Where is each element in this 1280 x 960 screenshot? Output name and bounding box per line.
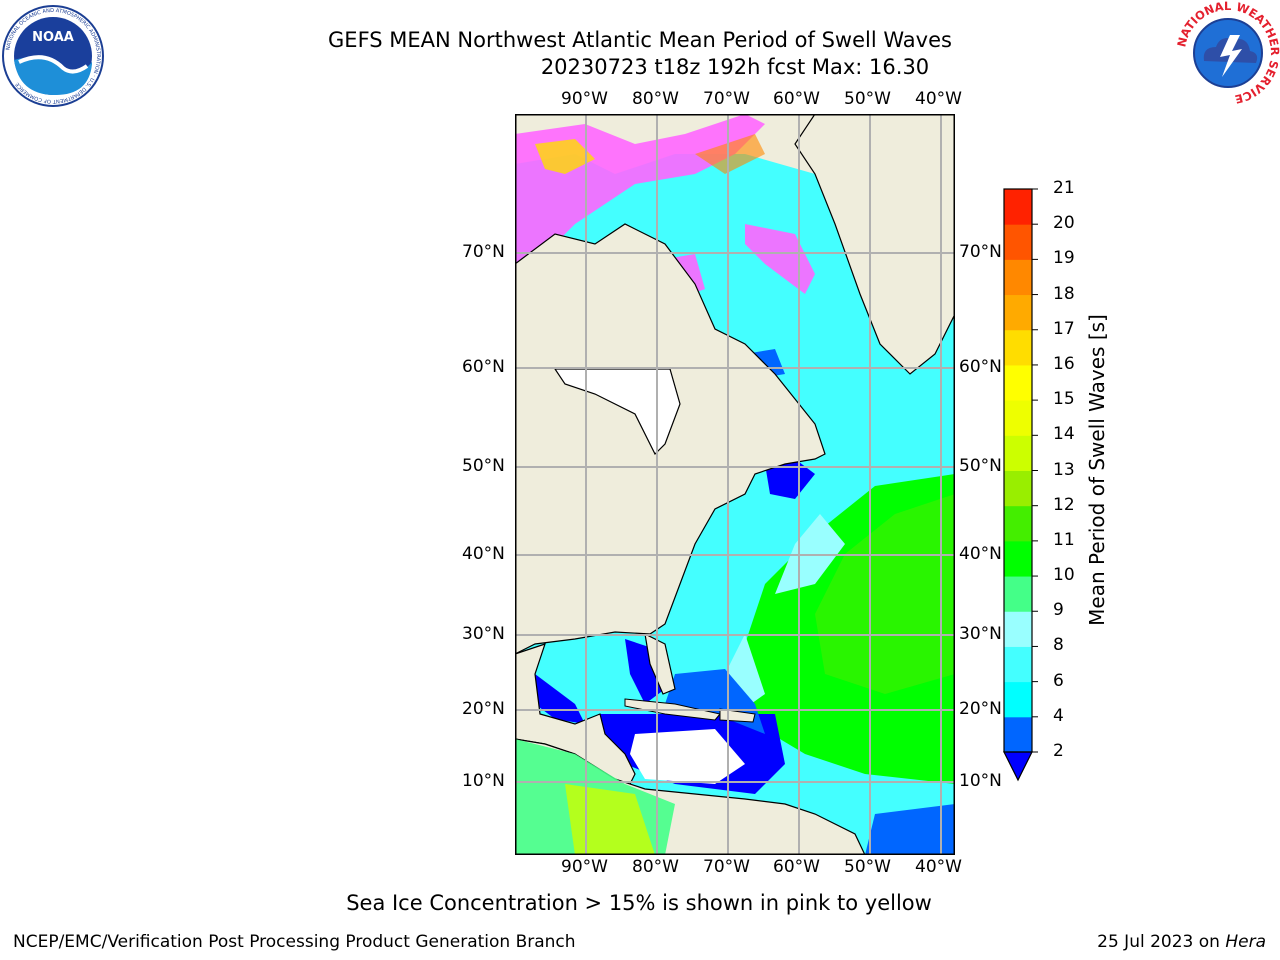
colorbar-segment <box>1004 189 1032 225</box>
colorbar-segment <box>1004 470 1032 507</box>
colorbar-tick-label: 8 <box>1053 635 1064 656</box>
lat-label-right: 70°N <box>959 242 1002 262</box>
date-text: 25 Jul 2023 on <box>1097 932 1226 952</box>
colorbar-tick-label: 2 <box>1053 741 1064 761</box>
colorbar-tick-label: 14 <box>1053 424 1075 445</box>
map-title: GEFS MEAN Northwest Atlantic Mean Period… <box>328 28 952 52</box>
colorbar-segment <box>1004 576 1032 612</box>
colorbar-segment <box>1004 646 1032 683</box>
lon-label-top: 60°W <box>773 89 820 109</box>
colorbar-tick-label: 4 <box>1053 705 1064 726</box>
lat-label-left: 30°N <box>462 624 505 644</box>
lat-label-right: 10°N <box>959 771 1002 791</box>
colorbar-tick-label: 10 <box>1053 565 1075 586</box>
lon-label-bottom: 60°W <box>773 857 820 877</box>
colorbar-tick-label: 15 <box>1053 389 1075 410</box>
colorbar-tick-label: 11 <box>1053 529 1075 550</box>
colorbar-segment <box>1004 681 1032 718</box>
lat-label-left: 10°N <box>462 771 505 791</box>
colorbar-tick-label: 18 <box>1053 283 1075 304</box>
lat-label-right: 50°N <box>959 456 1002 476</box>
lat-label-right: 40°N <box>959 544 1002 564</box>
greenland <box>794 114 954 375</box>
colorbar-tick-label: 9 <box>1053 600 1064 621</box>
colorbar-extend-arrow <box>1003 751 1033 782</box>
colorbar-segment <box>1004 224 1032 260</box>
colorbar-segment <box>1004 716 1032 753</box>
colorbar-segment <box>1004 364 1032 401</box>
north-america <box>515 223 826 655</box>
colorbar-segment <box>1004 505 1032 542</box>
lon-label-bottom: 50°W <box>844 857 891 877</box>
lat-label-right: 30°N <box>959 624 1002 644</box>
colorbar-segment <box>1004 611 1032 647</box>
colorbar-tick-label: 19 <box>1053 248 1075 269</box>
lon-label-top: 50°W <box>844 89 891 109</box>
colorbar-segment <box>1004 400 1032 436</box>
colorbar-segment <box>1004 329 1032 366</box>
date-stamp: 25 Jul 2023 on Hera <box>1097 932 1266 952</box>
colorbar-tick-label: 20 <box>1053 213 1075 234</box>
lon-label-bottom: 40°W <box>915 857 962 877</box>
colorbar-segment <box>1004 435 1032 471</box>
lat-label-left: 60°N <box>462 357 505 377</box>
lon-label-top: 40°W <box>915 89 962 109</box>
machine-name: Hera <box>1225 932 1266 952</box>
swell-period-map <box>515 114 955 855</box>
lon-label-bottom: 90°W <box>561 857 608 877</box>
sea-ice-note: Sea Ice Concentration > 15% is shown in … <box>346 891 932 915</box>
colorbar-tick-label: 17 <box>1053 318 1075 339</box>
lon-label-top: 70°W <box>703 89 750 109</box>
lon-label-bottom: 80°W <box>632 857 679 877</box>
lon-label-top: 90°W <box>561 89 608 109</box>
colorbar <box>1003 188 1038 782</box>
colorbar-tick-label: 16 <box>1053 353 1075 374</box>
colorbar-tick-label: 6 <box>1053 670 1064 691</box>
colorbar-tick-label: 13 <box>1053 459 1075 480</box>
colorbar-segment <box>1004 259 1032 296</box>
lat-label-right: 20°N <box>959 699 1002 719</box>
lat-label-left: 20°N <box>462 699 505 719</box>
lat-label-left: 70°N <box>462 242 505 262</box>
noaa-logo: NOAA NATIONAL OCEANIC AND ATMOSPHERIC AD… <box>2 5 104 107</box>
lon-label-bottom: 70°W <box>703 857 750 877</box>
colorbar-label: Mean Period of Swell Waves [s] <box>1085 314 1109 626</box>
map-subtitle: 20230723 t18z 192h fcst Max: 16.30 <box>540 55 930 79</box>
colorbar-tick-label: 12 <box>1053 494 1075 515</box>
svg-text:NOAA: NOAA <box>32 30 74 45</box>
lon-label-top: 80°W <box>632 89 679 109</box>
credit-line: NCEP/EMC/Verification Post Processing Pr… <box>13 932 576 952</box>
lat-label-left: 50°N <box>462 456 505 476</box>
lat-label-right: 60°N <box>959 357 1002 377</box>
colorbar-tick-label: 21 <box>1053 178 1075 198</box>
nws-logo: NATIONAL WEATHER SERVICE <box>1176 1 1280 105</box>
graticule <box>515 114 954 854</box>
lat-label-left: 40°N <box>462 544 505 564</box>
colorbar-segment <box>1004 540 1032 577</box>
colorbar-segment <box>1004 294 1032 331</box>
